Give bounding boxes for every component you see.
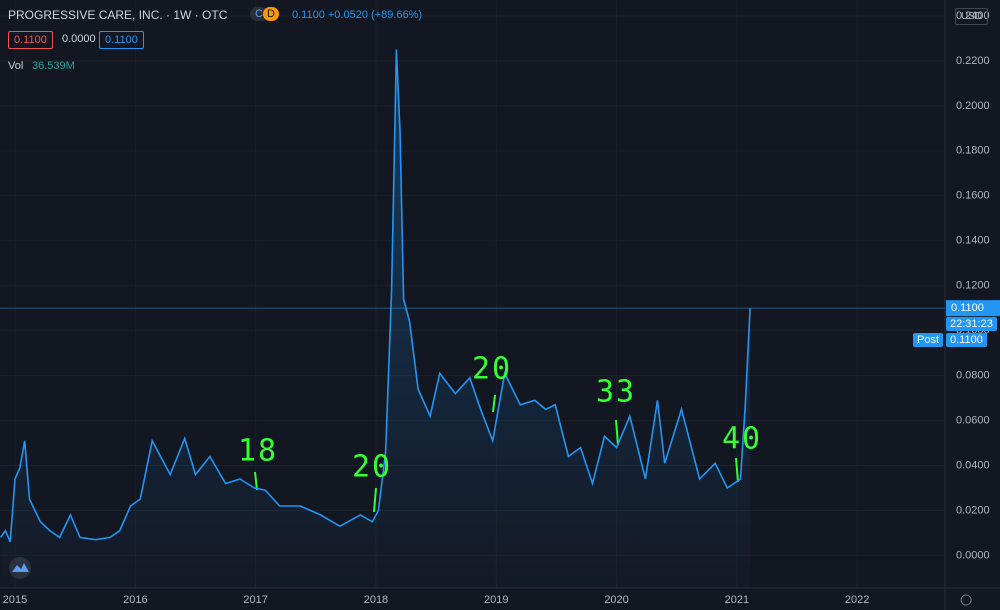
- price-tag: [946, 300, 1000, 317]
- symbol-title[interactable]: PROGRESSIVE CARE, INC. · 1W · OTC: [8, 8, 228, 22]
- y-tick-label: 0.1200: [956, 280, 990, 292]
- settings-icon[interactable]: [960, 594, 972, 606]
- area: [0, 49, 751, 588]
- y-tick-label: 0.0600: [956, 414, 990, 426]
- annotation: 33: [596, 375, 636, 410]
- quote: 0.1100 +0.0520 (+89.66%): [292, 9, 423, 21]
- y-tick-label: 0.1800: [956, 145, 990, 157]
- price-label: 0.1100: [951, 302, 984, 314]
- x-tick-label: 2021: [725, 594, 749, 606]
- y-tick-label: 0.0000: [956, 549, 990, 561]
- vol-label: Vol: [8, 60, 24, 72]
- annotation: 20: [472, 352, 512, 387]
- y-tick-label: 0.0200: [956, 504, 990, 516]
- spread: 0.0000: [62, 33, 96, 45]
- y-tick-label: 0.2200: [956, 55, 990, 67]
- countdown: 22:31:23: [946, 317, 997, 331]
- annotation: 20: [352, 450, 392, 485]
- y-tick-label: 0.0400: [956, 459, 990, 471]
- y-tick-label: 0.0800: [956, 369, 990, 381]
- ask[interactable]: 0.1100: [99, 31, 144, 49]
- badge: D: [263, 7, 279, 21]
- post-price: 0.1100: [946, 333, 987, 347]
- x-tick-label: 2017: [243, 594, 267, 606]
- y-tick-label: 0.1400: [956, 235, 990, 247]
- annotation: 40: [722, 422, 762, 457]
- y-tick-label: 0.2000: [956, 100, 990, 112]
- post-tag: Post: [913, 333, 944, 347]
- x-tick-label: 2019: [484, 594, 508, 606]
- x-tick-label: 2022: [845, 594, 869, 606]
- x-tick-label: 2015: [3, 594, 27, 606]
- x-tick-label: 2020: [604, 594, 628, 606]
- bid[interactable]: 0.1100: [8, 31, 53, 49]
- annotation-strokes: [254, 394, 739, 513]
- x-tick-label: 2018: [364, 594, 388, 606]
- vol-value: 36.539M: [32, 60, 75, 72]
- y-tick-label: 0.1600: [956, 190, 990, 202]
- currency[interactable]: USD: [955, 8, 989, 25]
- x-tick-label: 2016: [123, 594, 147, 606]
- annotation: 18: [238, 434, 278, 469]
- price-line-series: [0, 49, 751, 543]
- y-tick-label: 0.2400: [956, 10, 990, 22]
